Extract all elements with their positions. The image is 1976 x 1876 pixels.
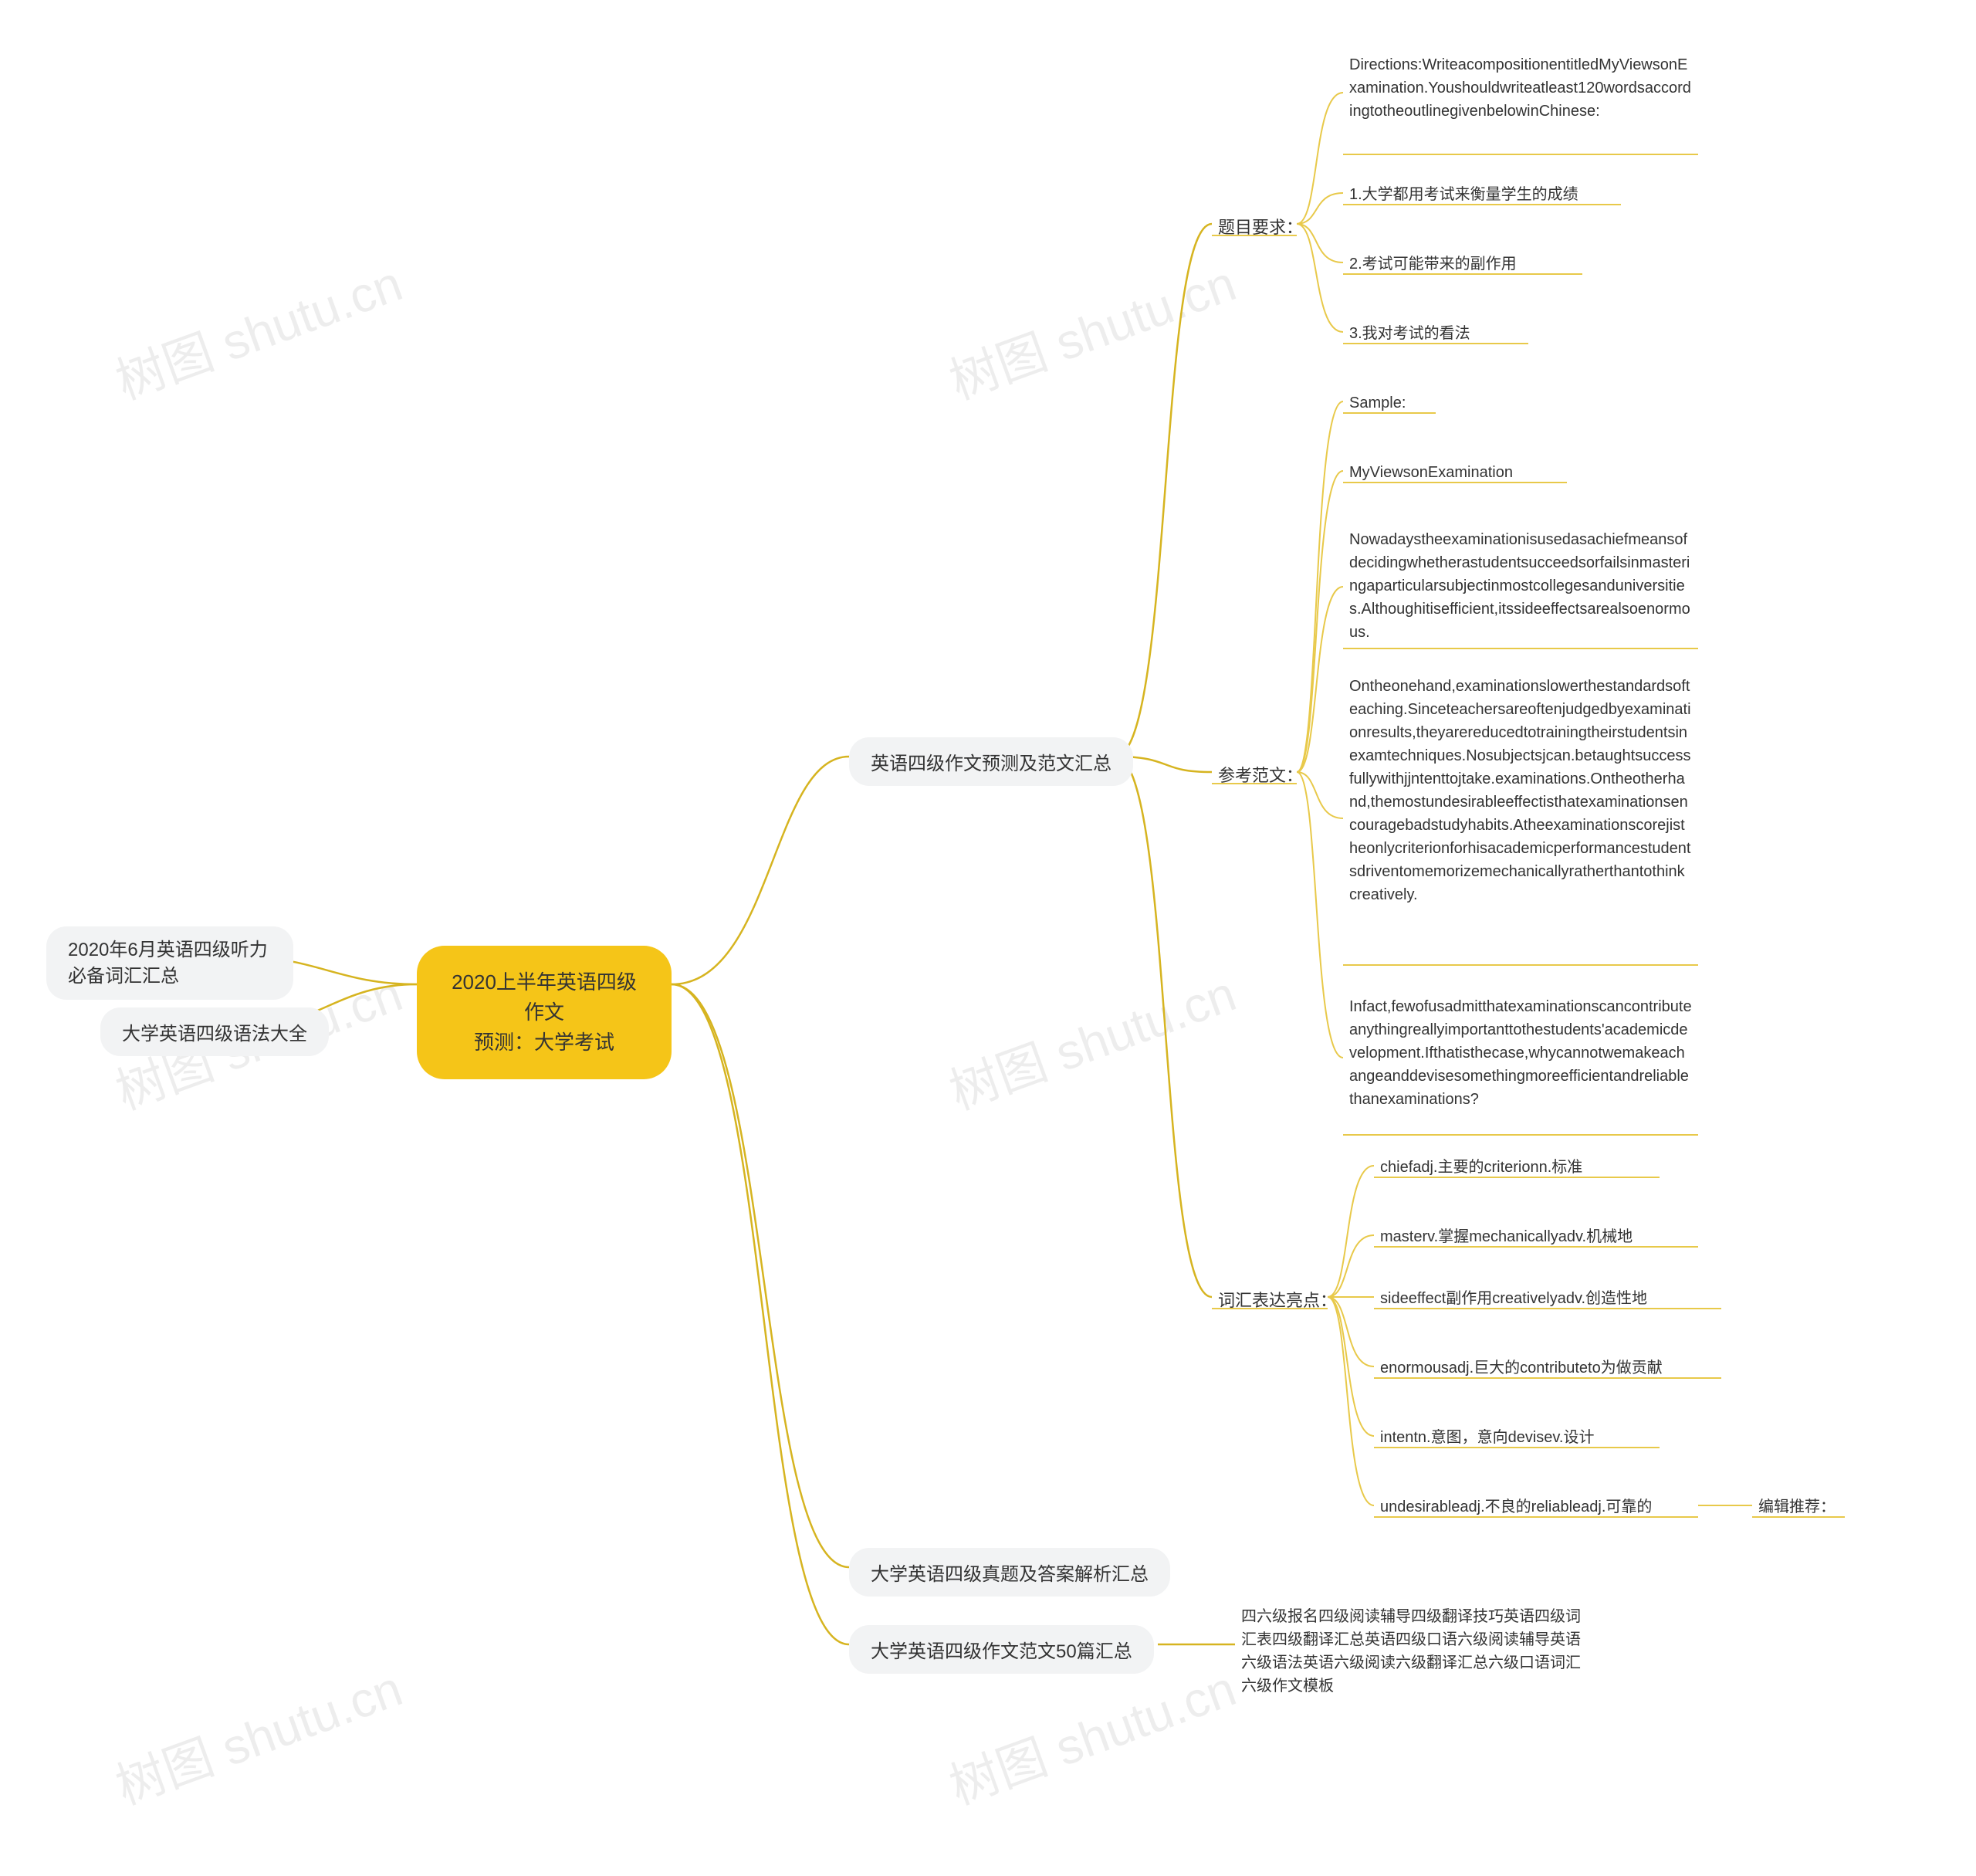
edges (247, 224, 1235, 1644)
cihui-label: 词汇表达亮点： (1212, 1284, 1343, 1315)
watermark: 树图 shutu.cn (939, 954, 1244, 1123)
watermark: 树图 shutu.cn (105, 1649, 411, 1818)
fanwen-3: Nowadaystheexaminationisusedasachiefmean… (1343, 525, 1698, 647)
editor-rec: 编辑推荐： (1752, 1492, 1842, 1522)
root-line1: 2020上半年英语四级作文 (448, 967, 641, 1028)
timu-2: 1.大学都用考试来衡量学生的成绩 (1343, 180, 1585, 209)
fanwen-4: Ontheonehand,examinationslowerthestandar… (1343, 672, 1698, 909)
timu-4: 3.我对考试的看法 (1343, 319, 1477, 348)
timu-label: 题目要求： (1212, 211, 1309, 242)
cihui-2: masterv.掌握mechanicallyadv.机械地 (1374, 1222, 1639, 1251)
right-item-3-detail: 四六级报名四级阅读辅导四级翻译技巧英语四级词汇表四级翻译汇总英语四级口语六级阅读… (1235, 1602, 1590, 1701)
right-item-1: 英语四级作文预测及范文汇总 (849, 737, 1133, 786)
root-node: 2020上半年英语四级作文 预测：大学考试 (417, 946, 672, 1079)
fanwen-1: Sample: (1343, 388, 1412, 418)
cihui-3: sideeffect副作用creativelyadv.创造性地 (1374, 1284, 1653, 1313)
right-item-2: 大学英语四级真题及答案解析汇总 (849, 1548, 1170, 1597)
cihui-1: chiefadj.主要的criterionn.标准 (1374, 1153, 1589, 1182)
left-item-1: 2020年6月英语四级听力必备词汇汇总 (46, 926, 293, 1000)
fanwen-5: Infact,fewofusadmitthatexaminationscanco… (1343, 992, 1698, 1114)
right-item-3: 大学英语四级作文范文50篇汇总 (849, 1625, 1154, 1674)
cihui-4: enormousadj.巨大的contributeto为做贡献 (1374, 1353, 1669, 1383)
fanwen-2: MyViewsonExamination (1343, 458, 1519, 487)
cihui-5: intentn.意图，意向devisev.设计 (1374, 1423, 1601, 1452)
fanwen-label: 参考范文： (1212, 759, 1309, 790)
watermark: 树图 shutu.cn (105, 244, 411, 413)
timu-3: 2.考试可能带来的副作用 (1343, 249, 1523, 279)
root-line2: 预测：大学考试 (448, 1028, 641, 1058)
left-item-2: 大学英语四级语法大全 (100, 1007, 329, 1056)
watermark: 树图 shutu.cn (939, 1649, 1244, 1818)
timu-1: Directions:WriteacompositionentitledMyVi… (1343, 50, 1698, 126)
watermark: 树图 shutu.cn (939, 244, 1244, 413)
cihui-6: undesirableadj.不良的reliableadj.可靠的 (1374, 1492, 1658, 1522)
